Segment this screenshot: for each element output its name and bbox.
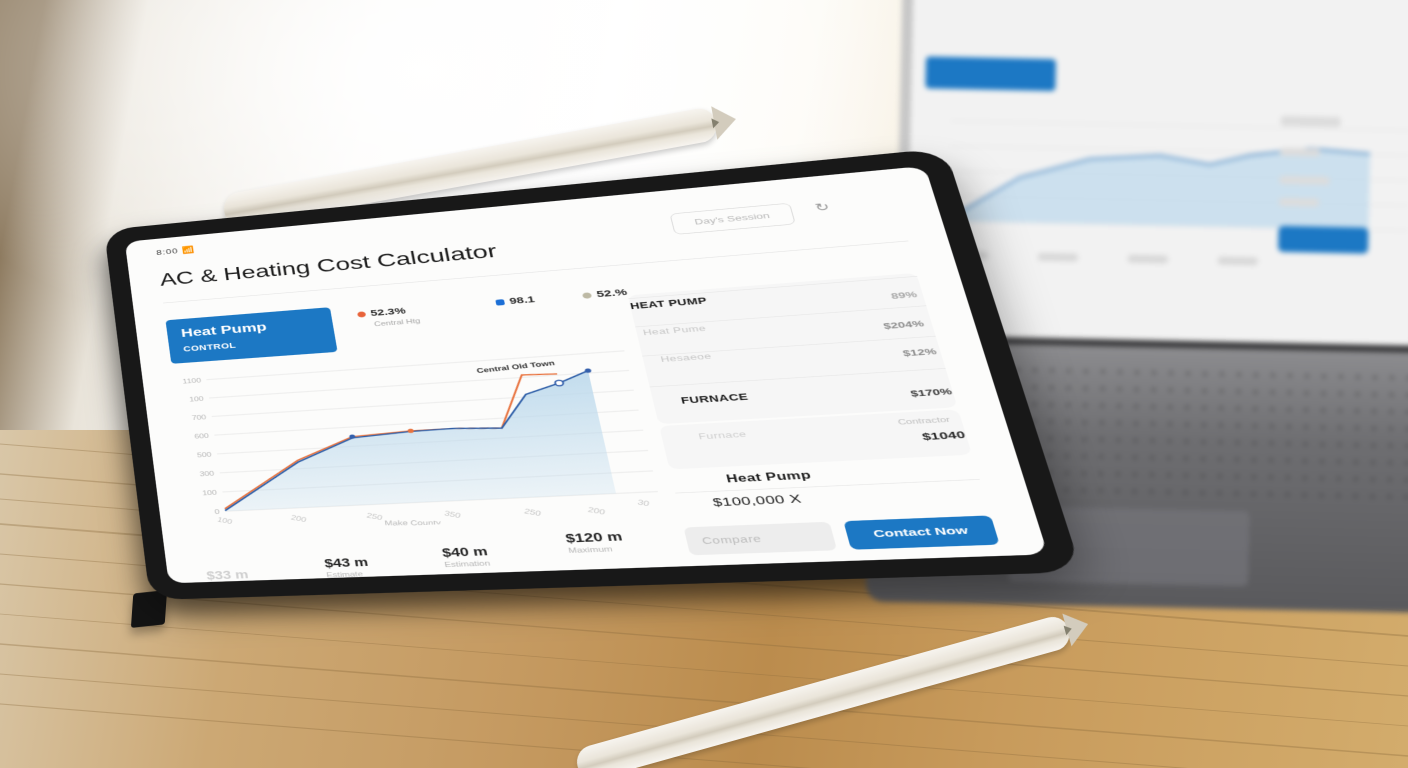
- svg-text:Make County: Make County: [384, 520, 442, 527]
- svg-text:30: 30: [637, 499, 650, 508]
- svg-text:500: 500: [197, 452, 213, 459]
- svg-text:700: 700: [191, 414, 207, 421]
- svg-text:300: 300: [199, 471, 215, 478]
- svg-text:200: 200: [587, 507, 606, 517]
- svg-text:250: 250: [523, 508, 541, 518]
- svg-text:100: 100: [202, 490, 218, 497]
- svg-text:Central Old Town: Central Old Town: [476, 360, 556, 375]
- svg-text:0: 0: [214, 509, 220, 516]
- svg-text:600: 600: [194, 433, 210, 440]
- svg-text:100: 100: [189, 396, 204, 403]
- svg-text:350: 350: [443, 510, 461, 520]
- svg-text:250: 250: [366, 512, 384, 522]
- svg-text:1100: 1100: [182, 378, 202, 386]
- svg-text:200: 200: [290, 515, 307, 525]
- svg-text:100: 100: [216, 517, 233, 526]
